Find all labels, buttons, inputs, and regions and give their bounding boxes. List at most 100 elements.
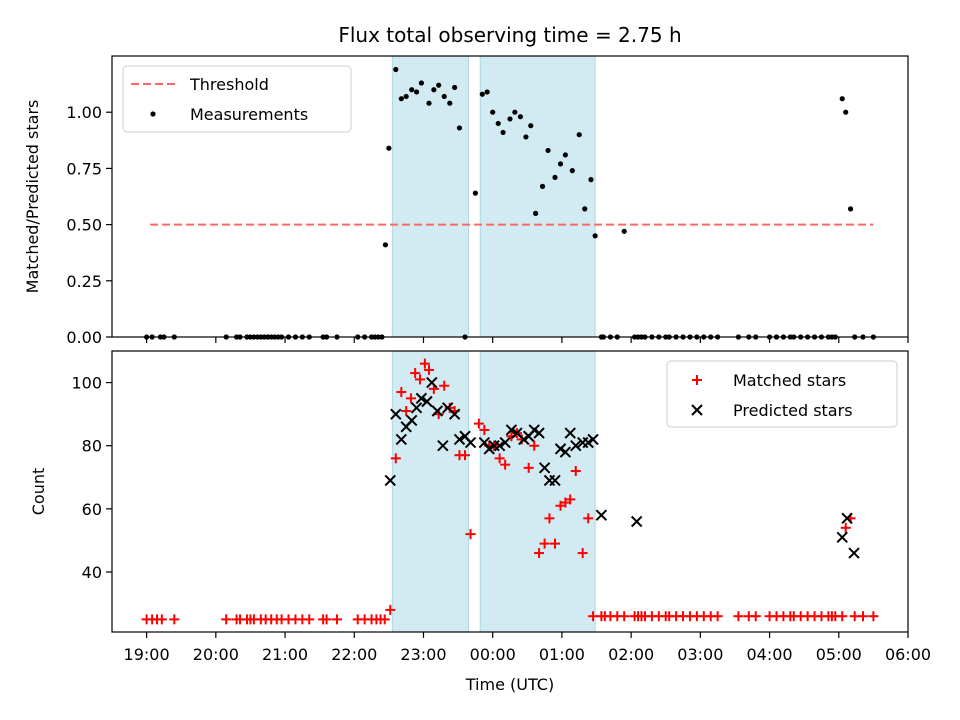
measurement-point bbox=[569, 168, 575, 174]
matched-star-point bbox=[331, 614, 342, 625]
x-stroke-b bbox=[448, 408, 461, 420]
legend: Threshold Measurements bbox=[122, 65, 352, 133]
x-stroke-b bbox=[390, 408, 402, 420]
measurement-point bbox=[621, 228, 627, 234]
predicted-star-point bbox=[384, 474, 396, 487]
predicted-star-point bbox=[448, 408, 461, 420]
measurement-point bbox=[562, 152, 568, 158]
matched-star-point bbox=[858, 611, 869, 622]
y-tick-label: 0.25 bbox=[66, 272, 102, 291]
measurement-point bbox=[839, 96, 845, 102]
matched-star-point bbox=[401, 405, 412, 416]
predicted-star-point bbox=[630, 515, 643, 528]
measurement-point bbox=[539, 183, 546, 189]
matched-star-point bbox=[415, 374, 426, 385]
predicted-star-point bbox=[395, 433, 408, 446]
predicted-star-point bbox=[533, 427, 545, 439]
measurement-point bbox=[426, 100, 432, 106]
x-stroke-b bbox=[431, 405, 444, 417]
x-stroke-b bbox=[549, 474, 561, 487]
measurement-point bbox=[500, 129, 506, 136]
predicted-star-point bbox=[564, 427, 576, 439]
matched-star-point bbox=[396, 387, 407, 398]
predicted-star-point bbox=[453, 433, 466, 446]
y-tick-label: 0.50 bbox=[66, 216, 102, 235]
measurement-point bbox=[382, 242, 389, 248]
x-stroke-b bbox=[836, 531, 848, 543]
matched-star-point bbox=[529, 440, 540, 451]
observing-interval-shade bbox=[391, 350, 469, 633]
x-stroke-b bbox=[528, 424, 540, 436]
legend-box bbox=[666, 360, 898, 428]
x-stroke-b bbox=[426, 376, 438, 389]
x-stroke-b bbox=[848, 547, 860, 559]
x-tick-label: 03:00 bbox=[677, 645, 723, 664]
y-tick-label: 0.75 bbox=[66, 159, 102, 178]
predicted-star-point bbox=[836, 531, 848, 543]
matched-star-point bbox=[460, 450, 471, 461]
x-stroke-b bbox=[564, 427, 576, 439]
predicted-star-point bbox=[841, 512, 853, 525]
predicted-star-point bbox=[499, 436, 511, 449]
x-stroke-b bbox=[384, 474, 396, 487]
matched-star-point bbox=[385, 604, 396, 615]
x-stroke-b bbox=[841, 512, 853, 525]
legend-measurement-swatch bbox=[150, 111, 156, 117]
measurement-point bbox=[418, 80, 425, 86]
measurement-point bbox=[398, 96, 404, 102]
measurement-point bbox=[452, 84, 458, 91]
x-stroke-b bbox=[570, 440, 582, 452]
matched-star-point bbox=[169, 614, 180, 625]
legend-measurement-label: Measurements bbox=[190, 105, 308, 124]
predicted-star-point bbox=[559, 446, 572, 458]
x-stroke-b bbox=[406, 414, 418, 427]
x-tick-label: 20:00 bbox=[193, 645, 239, 664]
matched-star-point bbox=[750, 611, 761, 622]
x-stroke-b bbox=[595, 509, 608, 521]
x-tick-label: 06:00 bbox=[885, 645, 931, 664]
measurement-point bbox=[479, 91, 485, 97]
x-stroke-b bbox=[554, 443, 567, 455]
x-tick-label: 00:00 bbox=[470, 645, 516, 664]
predicted-star-point bbox=[538, 462, 551, 474]
measurement-point bbox=[576, 132, 582, 138]
matched-star-point bbox=[410, 368, 421, 379]
matched-star-point bbox=[868, 611, 879, 622]
matched-star-point bbox=[565, 494, 576, 505]
matched-star-point bbox=[379, 614, 390, 625]
legend-box bbox=[122, 65, 352, 133]
predicted-star-point bbox=[431, 405, 444, 417]
measurement-point bbox=[517, 114, 523, 120]
matched-star-point bbox=[837, 611, 848, 622]
matched-star-point bbox=[577, 548, 588, 559]
measurement-point bbox=[843, 109, 849, 115]
observing-interval-shade bbox=[479, 350, 596, 633]
measurement-point bbox=[447, 100, 453, 106]
x-tick-label: 23:00 bbox=[400, 645, 446, 664]
matched-star-point bbox=[539, 538, 550, 549]
x-stroke-b bbox=[441, 402, 454, 414]
y-tick-label: 80 bbox=[82, 437, 102, 456]
predicted-star-point bbox=[505, 424, 518, 436]
x-stroke-b bbox=[437, 440, 449, 452]
matched-star-point bbox=[494, 453, 505, 464]
x-stroke-b bbox=[511, 427, 523, 439]
predicted-star-point bbox=[570, 440, 582, 452]
y-tick-label: 1.00 bbox=[66, 103, 102, 122]
predicted-star-point bbox=[595, 509, 608, 521]
predicted-star-point bbox=[549, 474, 561, 487]
x-stroke-b bbox=[421, 395, 433, 408]
measurement-point bbox=[582, 206, 588, 212]
matched-star-point bbox=[473, 418, 484, 429]
y-tick-label: 60 bbox=[82, 500, 102, 519]
x-stroke-b bbox=[538, 462, 551, 474]
measurement-point bbox=[484, 89, 490, 95]
predicted-star-point bbox=[426, 376, 438, 389]
measurement-point bbox=[409, 87, 415, 93]
bottom-panel: 40 60 80 100 19:00 20:00 21:00 22:00 23:00 00:00 0… bbox=[29, 350, 931, 664]
legend-predicted-label: Predicted stars bbox=[733, 401, 853, 420]
measurement-point bbox=[533, 210, 539, 216]
x-axis-label: Time (UTC) bbox=[465, 675, 554, 694]
matched-star-point bbox=[419, 358, 430, 369]
